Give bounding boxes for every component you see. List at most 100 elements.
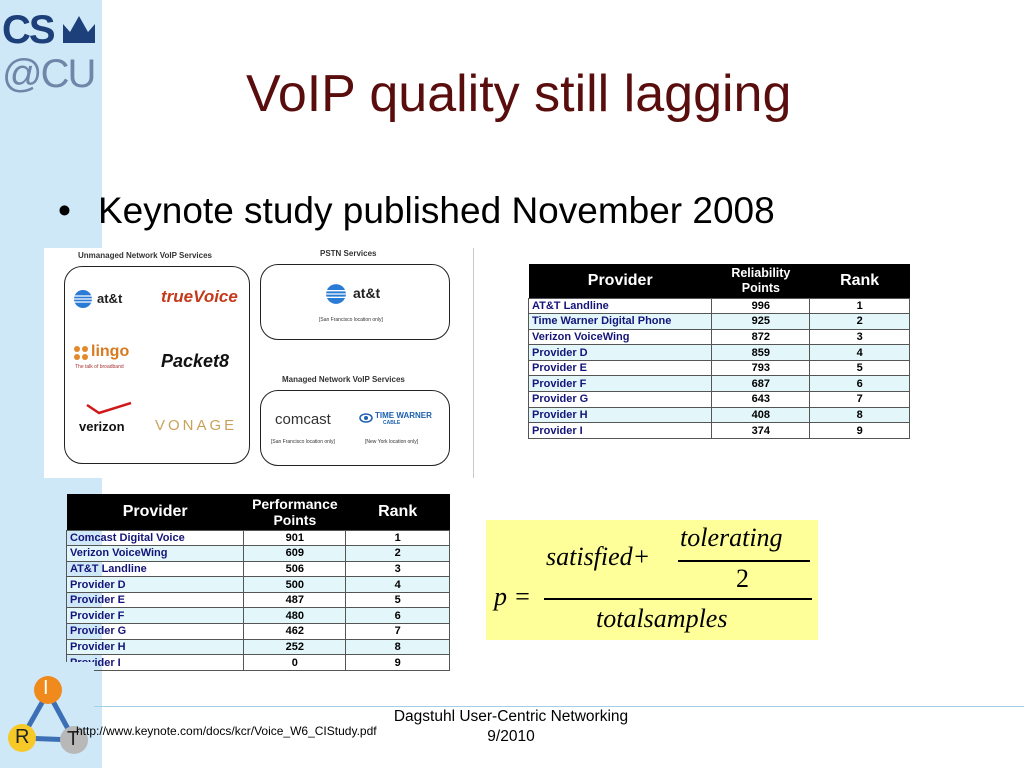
brand-comcast: comcast	[275, 411, 331, 428]
performance-cell-rank: 6	[345, 607, 450, 625]
performance-cell-provider: Comcast Digital Voice	[65, 529, 245, 547]
irt-triangle-icon	[8, 676, 88, 754]
brand-packet8: Packet8	[161, 351, 230, 371]
brand-att: at&t	[97, 291, 123, 306]
formula-box: p = satisfied+ tolerating 2 totalsamples	[486, 520, 818, 640]
comcast-note: [San Francisco location only]	[271, 439, 335, 445]
reliability-cell-rank: 7	[809, 391, 910, 408]
performance-header-provider: Provider	[66, 494, 244, 530]
reliability-cell-points: 996	[711, 297, 811, 315]
formula-satisfied: satisfied+	[546, 542, 651, 571]
footer-event: Dagstuhl User-Centric Networking	[393, 708, 629, 725]
reliability-cell-rank: 6	[809, 375, 910, 393]
performance-cell-rank: 9	[345, 654, 450, 671]
performance-cell-rank: 7	[345, 623, 450, 640]
performance-cell-provider: Verizon VoiceWing	[65, 545, 245, 562]
reliability-cell-rank: 4	[809, 344, 910, 361]
performance-row: Provider D 500 4	[65, 576, 450, 593]
reliability-cell-provider: AT&T Landline	[527, 297, 713, 315]
unmanaged-heading: Unmanaged Network VoIP Services	[78, 251, 212, 260]
formula-tolerating: tolerating	[680, 523, 783, 552]
formula-lhs: p =	[494, 582, 532, 611]
reliability-row: Provider D 859 4	[527, 344, 910, 361]
formula-denominator: totalsamples	[596, 604, 728, 633]
performance-cell-provider: AT&T Landline	[65, 560, 245, 578]
lingo-dots-icon	[74, 346, 88, 360]
reliability-cell-points: 408	[711, 406, 811, 424]
reliability-cell-points: 374	[711, 422, 811, 439]
crown-icon	[63, 16, 95, 43]
reliability-row: Provider I 374 9	[527, 422, 910, 439]
reliability-cell-rank: 9	[809, 422, 910, 439]
main-fraction-line	[544, 598, 812, 600]
reliability-cell-provider: Provider G	[527, 391, 713, 408]
reliability-row: Provider G 643 7	[527, 391, 910, 408]
reliability-cell-provider: Provider D	[527, 344, 713, 361]
reliability-cell-points: 859	[711, 344, 811, 361]
irt-letter-r: R	[15, 726, 30, 748]
reliability-header-points: Reliability Points	[711, 264, 810, 298]
brand-truevoice: trueVoice	[161, 287, 238, 306]
irt-letter-i: I	[43, 677, 49, 699]
managed-heading: Managed Network VoIP Services	[282, 375, 405, 384]
footer-url-link[interactable]: http://www.keynote.com/docs/kcr/Voice_W6…	[76, 724, 377, 738]
reliability-header-rank: Rank	[809, 264, 910, 298]
performance-cell-points: 480	[243, 607, 347, 625]
bullet-dot-icon: •	[58, 190, 71, 231]
reliability-cell-provider: Time Warner Digital Phone	[527, 313, 713, 330]
reliability-row: Provider H 408 8	[527, 406, 910, 424]
performance-cell-points: 0	[243, 654, 347, 671]
performance-row: Comcast Digital Voice 901 1	[65, 529, 450, 547]
performance-header-points: Performance Points	[243, 494, 346, 530]
performance-cell-points: 901	[243, 529, 347, 547]
performance-cell-points: 462	[243, 623, 347, 640]
performance-row: Provider E 487 5	[65, 591, 450, 609]
reliability-cell-points: 687	[711, 375, 811, 393]
reliability-cell-points: 872	[711, 328, 811, 346]
reliability-cell-rank: 3	[809, 328, 910, 346]
reliability-table: Provider Reliability Points Rank AT&T La…	[527, 264, 910, 439]
brand-verizon: verizon	[79, 419, 125, 434]
logo-cu-text: @CU	[2, 52, 96, 96]
reliability-header-provider: Provider	[528, 264, 712, 298]
pstn-heading: PSTN Services	[320, 249, 377, 258]
reliability-cell-points: 643	[711, 391, 811, 408]
att-globe-icon	[326, 284, 346, 304]
slide-title: VoIP quality still lagging	[246, 65, 792, 123]
performance-row: Provider F 480 6	[65, 607, 450, 625]
pstn-brand-att: at&t	[353, 285, 381, 301]
unmanaged-panel: at&t trueVoice lingo The talk of broadba…	[64, 266, 250, 464]
performance-table: Provider Performance Points Rank Comcast…	[65, 494, 450, 671]
performance-cell-points: 487	[243, 591, 347, 609]
performance-cell-points: 506	[243, 560, 347, 578]
brand-time-warner: TIME WARNER	[375, 411, 432, 420]
bullet-text: Keynote study published November 2008	[98, 190, 775, 231]
reliability-cell-rank: 5	[809, 359, 910, 377]
performance-cell-rank: 8	[345, 638, 450, 656]
performance-cell-provider: Provider E	[65, 591, 245, 609]
formula-two: 2	[736, 564, 749, 593]
brand-lingo: lingo	[91, 343, 130, 360]
reliability-cell-rank: 2	[809, 313, 910, 330]
twc-note: [New York location only]	[365, 439, 419, 445]
performance-row: AT&T Landline 506 3	[65, 560, 450, 578]
performance-row: Verizon VoiceWing 609 2	[65, 545, 450, 562]
reliability-cell-rank: 1	[809, 297, 910, 315]
reliability-row: Time Warner Digital Phone 925 2	[527, 313, 910, 330]
footer-center: Dagstuhl User-Centric Networking 9/2010	[350, 707, 672, 747]
pstn-note: [San Francisco location only]	[319, 317, 383, 323]
reliability-row: AT&T Landline 996 1	[527, 297, 910, 315]
pstn-panel: at&t [San Francisco location only]	[260, 264, 450, 340]
att-globe-icon	[74, 290, 92, 308]
reliability-cell-rank: 8	[809, 406, 910, 424]
reliability-cell-provider: Verizon VoiceWing	[527, 328, 713, 346]
performance-cell-points: 500	[243, 576, 347, 593]
twc-eye-icon	[359, 413, 373, 423]
reliability-row: Provider F 687 6	[527, 375, 910, 393]
reliability-cell-provider: Provider H	[527, 406, 713, 424]
performance-row: Provider H 252 8	[65, 638, 450, 656]
bullet-item: • Keynote study published November 2008	[58, 190, 775, 232]
reliability-cell-points: 925	[711, 313, 811, 330]
irt-letter-t: T	[67, 728, 80, 750]
